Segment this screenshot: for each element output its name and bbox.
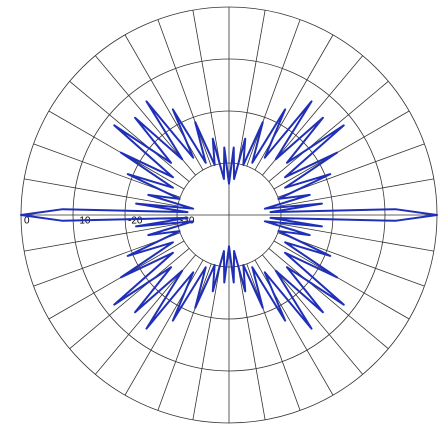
spoke (237, 10, 266, 164)
spoke (124, 34, 204, 171)
spoke (69, 80, 190, 182)
spoke (280, 223, 434, 252)
spoke (124, 259, 204, 396)
ring (124, 110, 334, 320)
spoke (48, 240, 185, 320)
spoke (273, 240, 410, 320)
spoke (254, 259, 334, 396)
spoke (237, 266, 266, 420)
spoke (273, 110, 410, 190)
spoke (268, 80, 389, 182)
spoke (192, 266, 221, 420)
spoke (192, 10, 221, 164)
spoke (246, 263, 301, 411)
spoke (246, 19, 301, 167)
spoke (268, 248, 389, 350)
spoke (280, 178, 434, 207)
spoke (69, 248, 190, 350)
r-tick-label: -20 (128, 216, 143, 227)
spoke (48, 110, 185, 190)
ring (176, 162, 282, 268)
spoke (157, 263, 212, 411)
spoke (254, 34, 334, 171)
r-tick-label: 0 (24, 216, 30, 227)
spoke (24, 178, 178, 207)
spoke (24, 223, 178, 252)
ring (72, 58, 386, 372)
pattern-line (20, 100, 438, 330)
spoke (157, 19, 212, 167)
